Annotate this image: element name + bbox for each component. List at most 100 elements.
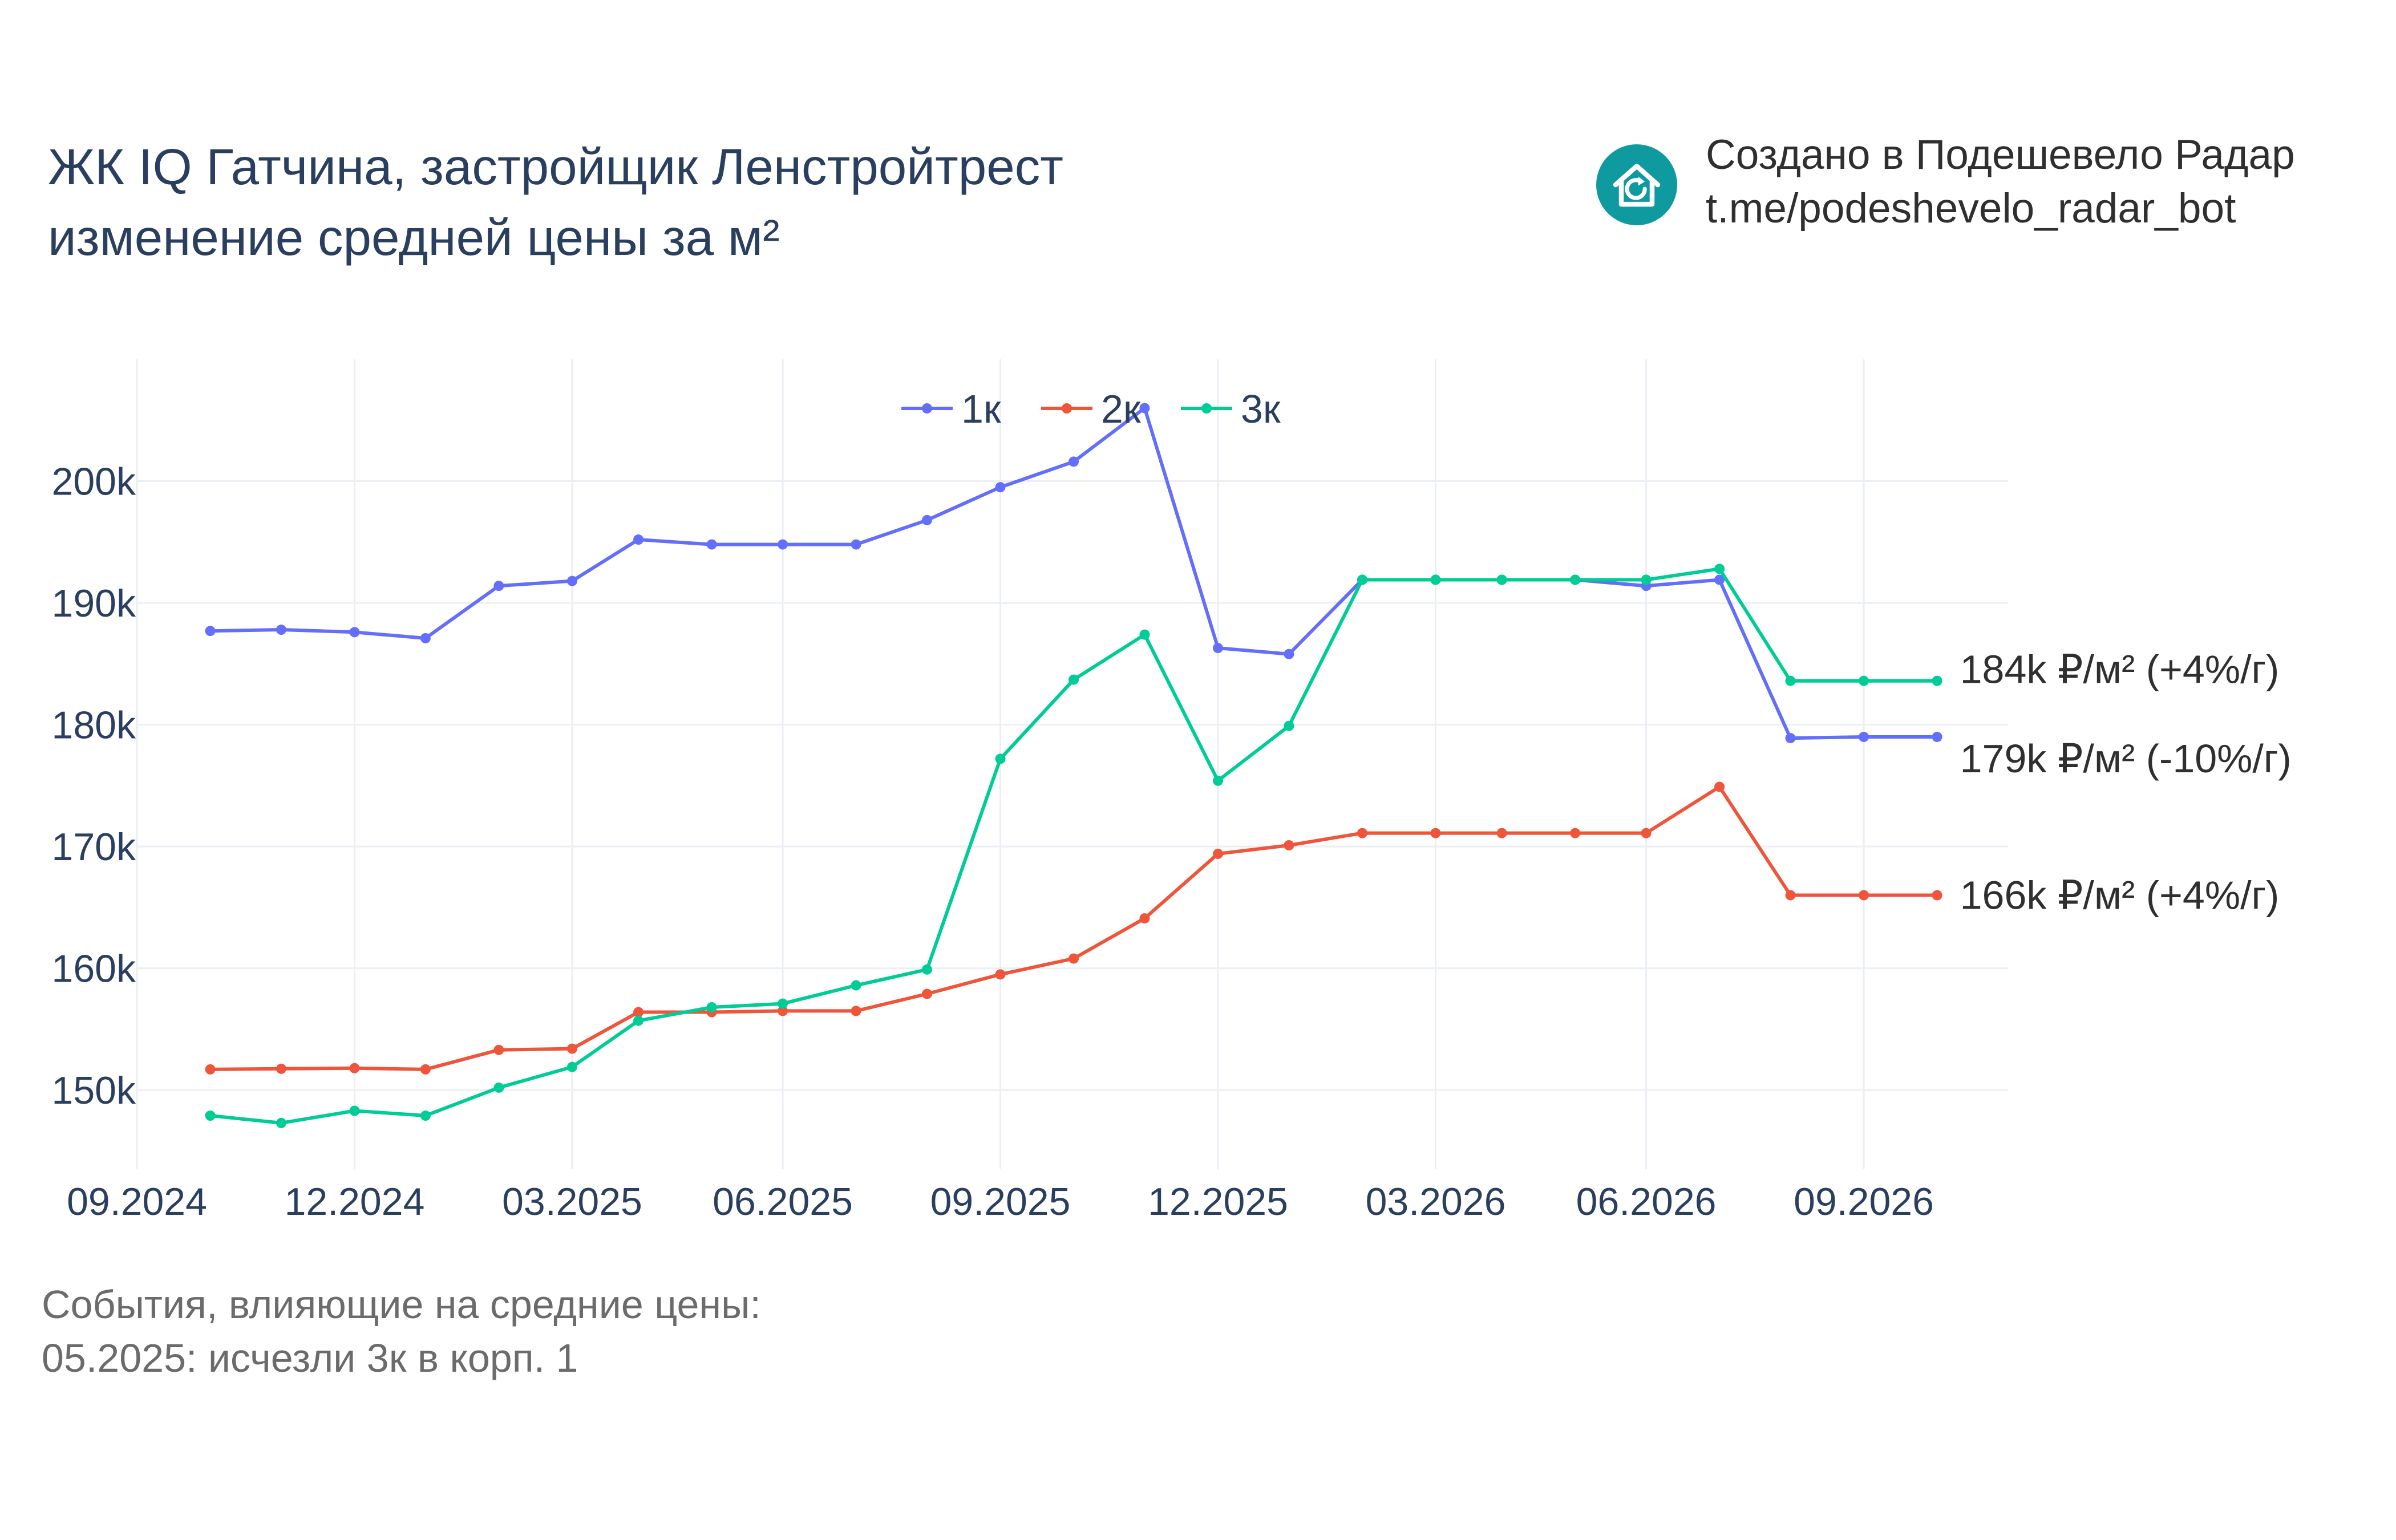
data-point — [851, 539, 861, 550]
event-item: 05.2025: исчезли 3к в корп. 1 — [42, 1336, 578, 1380]
data-point — [778, 1006, 788, 1016]
data-point — [493, 581, 504, 591]
x-tick-label: 12.2025 — [1148, 1180, 1288, 1223]
data-point — [1069, 953, 1079, 964]
end-labels: 179k ₽/м² (-10%/г) 166k ₽/м² (+4%/г) 184k … — [1960, 647, 2292, 918]
end-label: 184k ₽/м² (+4%/г) — [1960, 647, 2280, 692]
end-label: 179k ₽/м² (-10%/г) — [1960, 736, 2292, 781]
data-point — [1284, 720, 1294, 731]
credit-link[interactable]: t.me/podeshevelo_radar_bot — [1706, 185, 2236, 232]
legend-marker — [922, 403, 932, 414]
data-point — [276, 1063, 286, 1074]
data-point — [1641, 828, 1652, 838]
series-line-2 — [210, 785, 1937, 1071]
data-point — [778, 998, 788, 1009]
data-point — [276, 625, 286, 635]
logo-circle — [1596, 144, 1677, 225]
data-point — [493, 1044, 504, 1055]
y-tick-label: 180k — [52, 704, 136, 747]
data-point — [349, 1063, 360, 1073]
data-point — [566, 576, 577, 586]
legend-item: 3к — [1241, 387, 1281, 431]
y-tick-label: 150k — [52, 1069, 136, 1112]
x-tick-label: 06.2025 — [713, 1180, 853, 1223]
y-tick-label: 160k — [52, 947, 136, 991]
data-point — [995, 482, 1006, 493]
x-tick-label: 03.2025 — [502, 1180, 642, 1223]
data-point — [1714, 564, 1725, 574]
logo-house — [1613, 164, 1661, 207]
data-point — [349, 627, 360, 638]
data-point — [1069, 456, 1079, 467]
legend: 1к 2к 3к — [901, 387, 1281, 431]
x-tick-label: 03.2026 — [1366, 1180, 1506, 1223]
data-point — [633, 1007, 644, 1018]
data-point — [921, 514, 932, 525]
y-axis-ticks: 150k 160k 170k 180k 190k 200k — [52, 460, 136, 1113]
legend-item: 1к — [961, 387, 1001, 431]
data-point — [1139, 403, 1150, 414]
data-point — [633, 1015, 644, 1026]
data-point — [1932, 731, 1942, 742]
data-point — [1284, 649, 1294, 659]
data-point — [1932, 890, 1942, 901]
data-point — [1570, 828, 1581, 838]
y-tick-label: 190k — [52, 582, 136, 625]
data-point — [633, 534, 644, 545]
data-point — [1714, 574, 1725, 585]
x-tick-label: 12.2024 — [285, 1180, 425, 1223]
x-axis-ticks: 09.2024 12.2024 03.2025 06.2025 09.2025 12.20… — [67, 1180, 1934, 1223]
data-point — [1570, 574, 1581, 585]
data-point — [1496, 574, 1507, 585]
data-point — [921, 964, 932, 975]
data-point — [1430, 828, 1441, 838]
credit-block: Создано в Подешевело Радар t.me/podeshev… — [1706, 128, 2295, 236]
data-point — [1213, 775, 1224, 786]
data-point — [1139, 913, 1150, 924]
events-block: События, влияющие на средние цены: 05.20… — [42, 1278, 761, 1385]
grid-lines — [136, 359, 2008, 1169]
data-point — [851, 1006, 861, 1016]
x-tick-label: 09.2026 — [1794, 1180, 1934, 1223]
legend-marker — [1062, 403, 1072, 414]
data-point — [205, 1064, 216, 1075]
series-lines — [205, 403, 1942, 1128]
data-point — [921, 988, 932, 999]
x-tick-label: 09.2025 — [930, 1180, 1071, 1223]
data-point — [1859, 675, 1869, 686]
data-point — [420, 1111, 431, 1121]
data-point — [706, 539, 717, 550]
data-point — [1641, 574, 1652, 585]
logo-arrow — [1625, 178, 1647, 200]
page-title: ЖК IQ Гатчина, застройщик Ленстройтрест … — [48, 131, 1063, 273]
data-point — [706, 1002, 717, 1012]
data-point — [1213, 643, 1224, 654]
logo-arrow-head — [1638, 176, 1645, 186]
data-point — [420, 1064, 431, 1075]
data-point — [1139, 629, 1150, 640]
title-line-1: ЖК IQ Гатчина, застройщик Ленстройтрест — [48, 138, 1064, 195]
data-point — [493, 1082, 504, 1093]
y-tick-label: 170k — [52, 825, 136, 869]
data-point — [778, 539, 788, 550]
data-point — [1430, 574, 1441, 585]
data-point — [276, 1117, 286, 1128]
legend-marker — [1201, 403, 1212, 414]
x-tick-label: 06.2026 — [1576, 1180, 1717, 1223]
house-refresh-icon — [1596, 144, 1677, 225]
data-point — [1785, 890, 1796, 901]
data-point — [995, 969, 1006, 980]
data-point — [1859, 890, 1869, 901]
title-line-2: изменение средней цены за м² — [48, 209, 780, 266]
data-point — [1714, 781, 1725, 792]
data-point — [1496, 828, 1507, 838]
data-point — [205, 1111, 216, 1121]
data-point — [1859, 731, 1869, 742]
data-point — [1785, 675, 1796, 686]
data-point — [349, 1105, 360, 1116]
data-point — [1213, 848, 1224, 859]
data-point — [1284, 840, 1294, 850]
data-point — [566, 1043, 577, 1054]
data-point — [1357, 574, 1367, 585]
